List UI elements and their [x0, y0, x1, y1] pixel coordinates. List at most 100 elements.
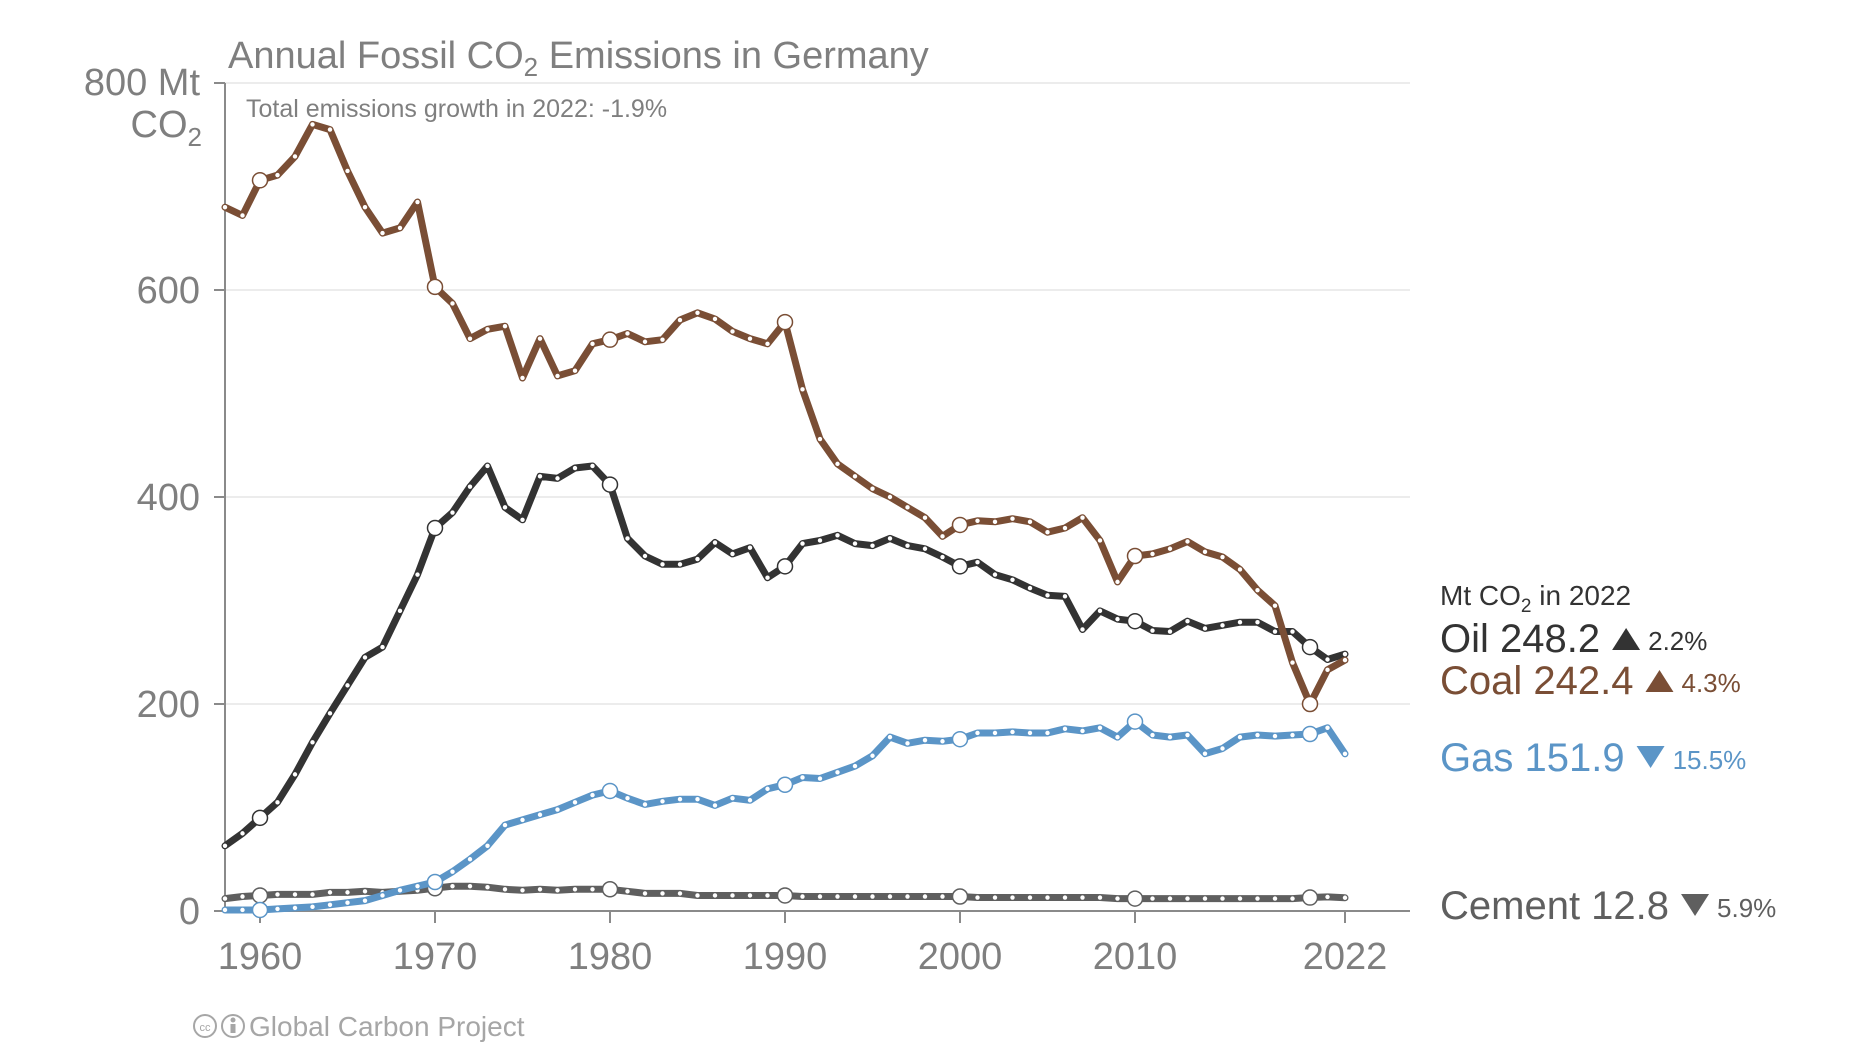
gridlines: [225, 82, 1410, 705]
data-point: [800, 387, 805, 392]
data-point: [1220, 896, 1225, 901]
data-point: [1097, 608, 1103, 614]
credit: cc Global Carbon Project: [193, 1011, 525, 1042]
data-point: [730, 893, 735, 898]
data-point: [362, 889, 368, 894]
data-point: [1167, 896, 1173, 901]
data-point: [677, 797, 683, 802]
data-point: [1150, 628, 1155, 633]
data-point: [852, 894, 858, 899]
data-point: [835, 894, 840, 899]
data-point: [835, 461, 840, 467]
x-axis: 1960 1970 1980 1990 2000 2010 2022: [218, 910, 1410, 978]
legend-label: Gas 151.9: [1440, 736, 1625, 780]
data-point: [222, 205, 228, 210]
data-point: [1010, 516, 1015, 521]
data-point: [940, 554, 945, 560]
y-tick-label: 0: [179, 891, 200, 933]
data-point: [1027, 519, 1033, 525]
data-point: [747, 336, 753, 341]
legend-change: 15.5%: [1673, 745, 1747, 775]
decade-marker: [951, 730, 969, 748]
data-point: [642, 802, 648, 807]
data-point: [590, 341, 595, 347]
data-point: [345, 900, 350, 905]
data-point: [590, 792, 595, 798]
data-point: [502, 822, 508, 828]
data-point: [1027, 895, 1033, 900]
data-point: [327, 902, 333, 907]
series-coal: [221, 120, 1349, 713]
data-point: [240, 831, 245, 836]
data-point: [887, 894, 893, 899]
data-point: [852, 474, 858, 479]
data-point: [1010, 729, 1015, 735]
cc-icon: [193, 1014, 217, 1038]
data-point: [1080, 627, 1085, 632]
data-point: [292, 905, 298, 911]
y-axis-ticks: 0 200 400 600: [137, 82, 225, 933]
data-point: [1045, 593, 1050, 598]
data-point: [992, 895, 998, 900]
data-point: [467, 857, 473, 862]
legend-change: 5.9%: [1717, 893, 1776, 923]
decade-marker: [251, 172, 269, 189]
data-point: [1080, 728, 1085, 734]
series-layer: [221, 120, 1349, 919]
data-point: [695, 556, 700, 562]
data-point: [362, 655, 368, 660]
data-point: [1202, 751, 1208, 756]
data-point: [415, 572, 420, 577]
data-point: [677, 891, 683, 896]
decade-marker: [1126, 890, 1144, 907]
data-point: [555, 476, 560, 481]
data-point: [1202, 626, 1208, 631]
data-point: [485, 327, 490, 332]
data-point: [730, 551, 735, 557]
decade-marker: [776, 887, 794, 904]
data-point: [380, 230, 385, 236]
decade-marker: [1126, 612, 1144, 630]
data-point: [397, 608, 403, 614]
data-point: [502, 505, 508, 510]
data-point: [1342, 657, 1348, 663]
data-point: [1237, 567, 1243, 572]
data-point: [1115, 896, 1120, 901]
data-point: [1045, 730, 1050, 736]
data-point: [485, 884, 490, 890]
data-point: [555, 888, 560, 893]
data-point: [1325, 894, 1330, 900]
data-point: [1185, 539, 1190, 544]
decade-marker: [776, 776, 794, 793]
data-point: [905, 505, 910, 510]
data-point: [1027, 730, 1033, 736]
data-point: [415, 883, 420, 889]
data-point: [992, 730, 998, 736]
data-point: [747, 798, 753, 803]
data-point: [940, 739, 945, 744]
legend: Mt CO2 in 2022 Oil 248.2 2.2% Coal 242.4 4.…: [1440, 580, 1776, 928]
data-point: [712, 803, 718, 808]
data-point: [1045, 895, 1050, 900]
data-point: [1097, 725, 1103, 731]
data-point: [327, 711, 333, 716]
data-point: [1027, 585, 1033, 591]
data-point: [1097, 895, 1103, 900]
data-point: [572, 800, 578, 805]
data-point: [765, 893, 770, 898]
data-point: [327, 890, 333, 895]
decade-marker: [601, 331, 619, 348]
data-point: [625, 795, 630, 801]
data-point: [222, 843, 228, 848]
legend-item-oil: Oil 248.2 2.2%: [1440, 617, 1707, 661]
data-point: [887, 536, 893, 541]
data-point: [1325, 725, 1330, 731]
data-point: [765, 341, 770, 347]
data-point: [1255, 587, 1260, 593]
data-point: [712, 540, 718, 545]
decade-marker: [1301, 725, 1319, 743]
data-point: [1290, 629, 1295, 634]
data-point: [345, 168, 350, 174]
data-point: [520, 817, 525, 823]
data-point: [240, 894, 245, 899]
